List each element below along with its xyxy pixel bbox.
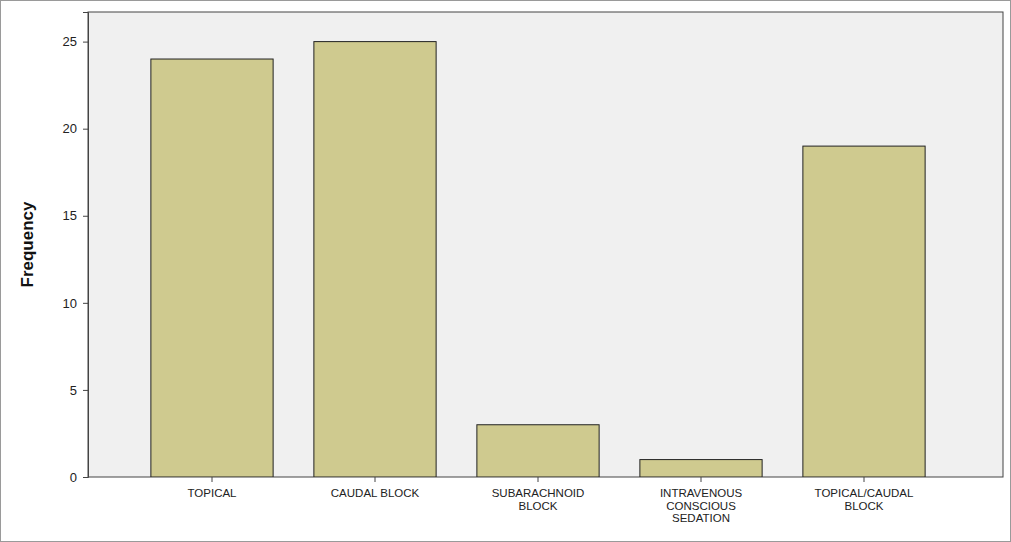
y-tick: 20 [63,121,88,136]
x-tick-label-line: TOPICAL/CAUDAL [815,487,914,499]
outer-frame [1,1,1011,542]
x-tick-mark [538,477,539,482]
y-axis: 0 5 10 15 20 25 [63,13,89,485]
bars [151,42,925,477]
x-tick-mark [864,477,865,482]
y-tick-label: 15 [63,208,77,223]
y-tick-mark [83,390,88,391]
y-tick-mark [83,303,88,304]
x-tick-label-line: CAUDAL BLOCK [331,487,420,499]
x-tick [212,477,213,482]
y-tick: 15 [63,208,88,223]
y-tick-mark [83,477,88,478]
y-tick-label: 0 [70,470,77,485]
bar [640,460,762,477]
x-tick [701,477,702,482]
y-axis-line [83,13,89,478]
x-tick-labels: TOPICALCAUDAL BLOCKSUBARACHNOIDBLOCKINTR… [188,487,915,524]
x-axis [131,477,946,482]
y-tick-mark [83,129,88,130]
x-tick-label-line: SEDATION [672,512,730,524]
bar [803,146,925,477]
y-tick-label: 20 [63,121,77,136]
y-tick: 10 [63,296,88,311]
chart-svg: 0 5 10 15 20 25 TOPICAL CAUDAL BLOCK SUBARACHNOI… [0,0,1011,542]
bar [314,42,436,477]
x-tick-label-line: SUBARACHNOID [492,487,585,499]
x-tick-label: INTRAVENOUSCONSCIOUSSEDATION [660,487,743,524]
x-tick-label-line: TOPICAL [188,487,238,499]
x-tick-label: TOPICAL [188,487,238,499]
x-tick-mark [212,477,213,482]
x-tick-label-line: INTRAVENOUS [660,487,743,499]
y-axis-title: Frequency [18,201,37,288]
x-tick [538,477,539,482]
x-tick-label-line: BLOCK [845,500,884,512]
y-tick-mark [83,216,88,217]
y-tick: 0 [70,470,88,485]
y-tick-label: 5 [70,383,77,398]
x-tick-label-line: CONSCIOUS [666,500,736,512]
y-tick: 25 [63,34,88,49]
y-tick: 5 [70,383,88,398]
x-tick [864,477,865,482]
x-tick-label: CAUDAL BLOCK [331,487,420,499]
x-tick-label-line: BLOCK [519,500,558,512]
x-tick-mark [701,477,702,482]
plot-area [88,12,1003,477]
x-tick-label: TOPICAL/CAUDALBLOCK [815,487,914,512]
bar [477,425,599,477]
y-tick-label: 10 [63,296,77,311]
x-tick [375,477,376,482]
y-tick-mark [83,42,88,43]
x-tick-label: SUBARACHNOIDBLOCK [492,487,585,512]
bar [151,59,273,477]
y-tick-label: 25 [63,34,77,49]
x-tick-mark [375,477,376,482]
